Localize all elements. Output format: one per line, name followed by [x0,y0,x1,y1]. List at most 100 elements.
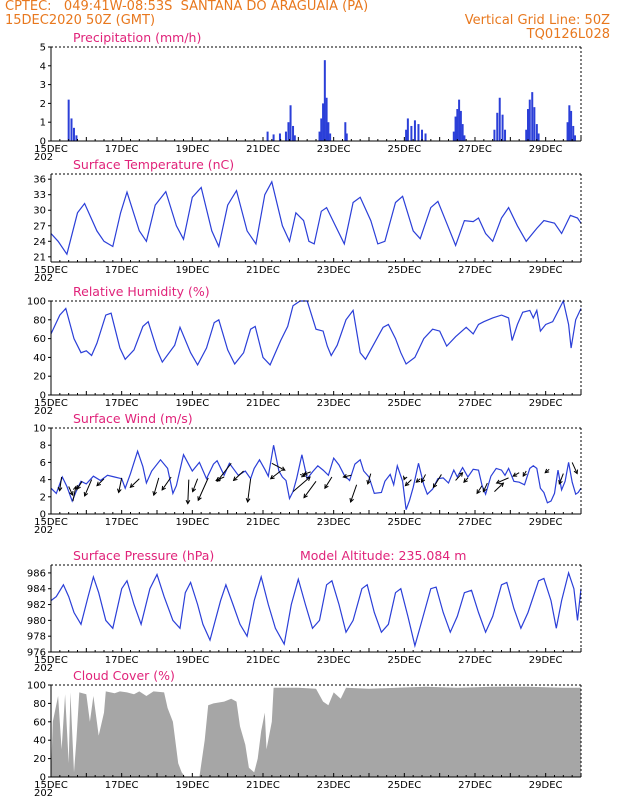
header-line1: CPTEC: 049:41W-08:53S SANTANA DO ARAGUAI… [5,0,369,14]
x-tick-label: 29DEC [529,517,563,528]
wind-arrow [350,484,358,503]
wind-arrow [192,478,199,492]
y-tick-label: 2 [40,99,46,110]
wind-arrow-head [302,471,308,476]
wind-arrow-head [117,488,122,494]
precip-bar [405,129,408,141]
wind-arrow-head [366,479,371,485]
x-year-label: 202 [34,273,53,284]
y-tick-label: 0 [40,391,46,402]
wind-arrow-head [216,477,222,483]
precip-bar [293,135,296,141]
wind-arrow [72,486,77,502]
y-tick-label: 30 [33,206,46,217]
y-tick-label: 21 [33,252,46,263]
x-year-label: 202 [34,406,53,417]
precip-bar [284,131,287,141]
x-tick-label: 15DEC [34,265,68,276]
wind-arrow-head [269,474,275,480]
y-tick-label: 980 [27,616,46,627]
x-tick-label: 27DEC [458,655,492,666]
x-tick-label: 23DEC [317,655,351,666]
wind-arrow-head [499,482,505,488]
y-tick-label: 5 [40,43,46,54]
wind-arrow-head [558,479,563,485]
wind-arrow [476,485,483,494]
precip-bar [458,99,461,141]
wind-arrow [367,473,372,485]
precip-bar [463,135,466,141]
wind-arrow-head [303,493,308,499]
precip-bar [320,118,323,141]
wind-arrow [558,473,564,485]
wind-arrow-head [185,499,191,505]
precip-bar [292,125,295,141]
x-tick-label: 19DEC [175,265,209,276]
wind-arrow-head [420,478,426,484]
wind-arrow [343,474,352,478]
wind-arrow [271,462,286,471]
precip-bar [459,110,462,141]
precip-bar [504,129,507,141]
y-tick-label: 80 [33,699,46,710]
x-tick-label: 29DEC [529,780,563,791]
x-tick-label: 23DEC [317,144,351,155]
x-tick-label: 27DEC [458,398,492,409]
wind-arrow [571,462,578,474]
panel-4: 976 978 980 982 984 986 15DEC 17DEC 19DEC 21DEC 23… [27,548,582,674]
wind-arrow [270,470,281,480]
precip-bar [325,97,328,141]
precip-bar [327,122,330,141]
x-tick-label: 27DEC [458,144,492,155]
y-tick-label: 984 [27,584,46,595]
wind-arrow-head [404,481,410,487]
y-tick-label: 10 [33,424,46,435]
x-tick-label: 25DEC [387,265,421,276]
x-tick-label: 19DEC [175,144,209,155]
x-tick-label: 15DEC [34,517,68,528]
y-tick-label: 0 [40,510,46,521]
x-year-label: 202 [34,525,53,536]
y-tick-label: 20 [33,754,46,765]
wind-arrow-head [476,489,481,495]
x-tick-label: 25DEC [387,517,421,528]
wind-arrow-head [522,472,527,478]
y-tick-label: 100 [27,297,46,308]
wind-arrow [153,477,160,496]
wind-arrow-head [512,472,518,477]
x-tick-label: 17DEC [105,655,139,666]
series-line [50,299,582,367]
x-tick-label: 17DEC [105,265,139,276]
x-tick-label: 19DEC [175,655,209,666]
panel-5: 0 20 40 60 80 100 15DEC 17DEC 19DEC 21DEC 23DEC 25D… [27,668,582,799]
wind-arrow [494,482,504,493]
panel-2: 0 20 40 60 80 100 15DEC 17DEC 19DEC 21DEC 23DEC 25D… [27,284,582,417]
y-tick-label: 24 [33,237,46,248]
x-tick-label: 21DEC [246,398,280,409]
x-tick-label: 25DEC [387,144,421,155]
precip-bar [410,125,413,141]
wind-arrow-head [129,483,135,489]
x-tick-label: 19DEC [175,398,209,409]
wind-arrow [68,486,74,496]
wind-arrow-head [544,468,550,474]
precip-bar [531,92,534,141]
y-tick-label: 4 [40,61,46,72]
precip-bar [406,118,409,141]
wind-arrow [303,471,311,475]
wind-arrow [76,481,83,490]
wind-arrow-head [96,481,101,487]
y-tick-label: 2 [40,492,46,503]
y-tick-label: 978 [27,632,46,643]
wind-arrow [433,474,442,488]
x-tick-label: 19DEC [175,780,209,791]
y-tick-label: 33 [33,190,46,201]
wind-arrow [512,472,520,477]
precip-bar [417,124,420,141]
x-tick-label: 23DEC [317,265,351,276]
precip-bar [568,105,571,141]
wind-arrow [405,479,412,486]
y-tick-label: 4 [40,475,46,486]
wind-arrow-head [197,496,202,502]
precip-bar [272,134,275,141]
